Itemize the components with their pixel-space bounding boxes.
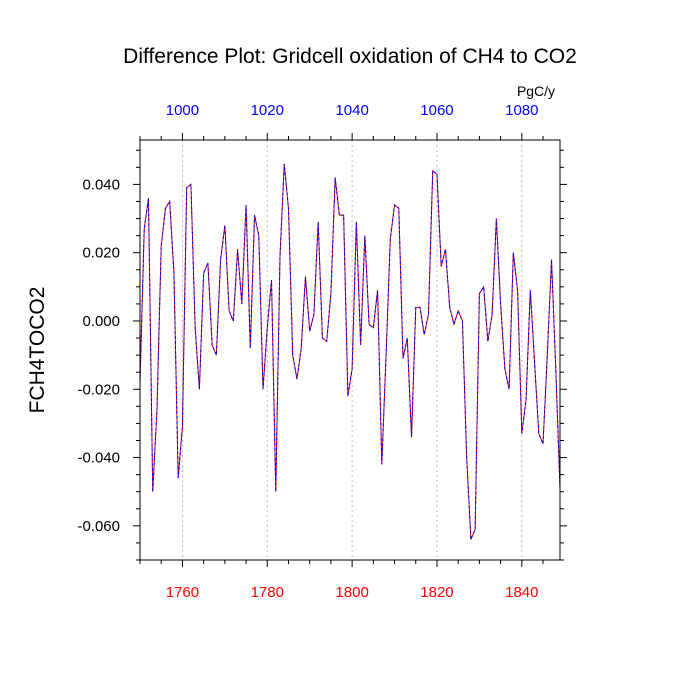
series-line-red bbox=[139, 163, 561, 540]
y-tick-label: -0.060 bbox=[77, 518, 120, 535]
series-line-blue bbox=[139, 163, 561, 540]
y-tick-label: 0.040 bbox=[82, 176, 120, 193]
x-top-tick-label: 1020 bbox=[251, 102, 284, 119]
y-tick-label: -0.020 bbox=[77, 381, 120, 398]
plot-frame bbox=[139, 139, 561, 561]
grid-lines bbox=[182, 140, 523, 560]
x-top-tick-label: 1040 bbox=[335, 102, 368, 119]
y-axis-ticks: 0.040 0.020 0.000 -0.020 -0.040 -0.060 bbox=[77, 149, 567, 561]
x-top-tick-label: 1000 bbox=[166, 102, 199, 119]
x-axis-bottom-ticks: 1760 1780 1800 1820 1840 bbox=[139, 560, 544, 601]
y-tick-label: 0.020 bbox=[82, 245, 120, 262]
y-tick-label: 0.000 bbox=[82, 313, 120, 330]
series-group bbox=[139, 163, 561, 540]
x-bottom-tick-label: 1780 bbox=[251, 584, 284, 601]
x-top-tick-label: 1080 bbox=[505, 102, 538, 119]
x-bottom-tick-label: 1840 bbox=[505, 584, 538, 601]
axes bbox=[139, 139, 561, 561]
units-label: PgC/y bbox=[517, 83, 555, 99]
y-tick-label: -0.040 bbox=[77, 450, 120, 467]
x-top-tick-label: 1060 bbox=[420, 102, 453, 119]
x-axis-top-ticks: 1000 1020 1040 1060 1080 bbox=[139, 102, 544, 140]
x-bottom-tick-label: 1820 bbox=[420, 584, 453, 601]
chart-title: Difference Plot: Gridcell oxidation of C… bbox=[123, 45, 577, 68]
x-bottom-tick-label: 1800 bbox=[335, 584, 368, 601]
y-axis-label: FCH4TOCO2 bbox=[26, 287, 49, 414]
x-bottom-tick-label: 1760 bbox=[166, 584, 199, 601]
